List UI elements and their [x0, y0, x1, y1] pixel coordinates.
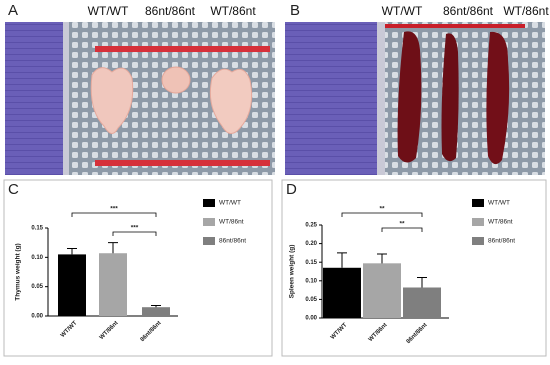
ruler-edge — [377, 22, 385, 175]
photo-caption: 86nt/86nt — [145, 4, 196, 18]
significance-label: *** — [131, 225, 139, 232]
error-bar — [337, 252, 347, 268]
error-bar — [151, 304, 161, 308]
y-axis-label: Spleen weight (g) — [289, 245, 296, 299]
panel-frame — [3, 179, 273, 357]
legend-label: WT/WT — [488, 200, 510, 207]
ruler — [5, 22, 63, 175]
bar — [142, 307, 170, 316]
y-tick-label: 0.05 — [31, 284, 43, 290]
panel-frame — [281, 179, 547, 357]
bar — [99, 253, 127, 316]
significance-bracket — [341, 212, 423, 217]
y-tick-label: 0.15 — [31, 226, 43, 232]
x-tick-label: WT/WT — [60, 320, 79, 339]
x-tick-label: 86nt/86nt — [140, 320, 163, 343]
y-axis-label: Thymus weight (g) — [15, 243, 22, 300]
spleen — [441, 33, 459, 162]
panel-label: D — [286, 181, 297, 198]
x-tick-label: 86nt/86nt — [406, 322, 429, 345]
tape — [95, 46, 270, 52]
significance-bracket — [112, 231, 157, 236]
significance-bracket — [381, 227, 423, 232]
significance-label: ** — [379, 206, 385, 213]
y-tick-label: 0.10 — [305, 278, 317, 284]
bar — [323, 267, 361, 318]
ruler — [285, 22, 377, 175]
spleen — [486, 31, 510, 165]
significance-label: *** — [110, 206, 118, 213]
spleen — [397, 31, 422, 163]
y-tick-label: 0.25 — [305, 223, 317, 229]
bar — [58, 254, 86, 316]
error-bar — [67, 248, 77, 255]
x-tick-label: WT/86nt — [368, 322, 389, 343]
legend-swatch — [472, 218, 484, 226]
panel-label: C — [8, 181, 19, 198]
y-tick-label: 0.15 — [305, 260, 317, 266]
photo-b — [285, 22, 545, 175]
photo-caption: WT/86nt — [210, 4, 256, 18]
x-tick-label: WT/WT — [330, 322, 349, 341]
thymus — [90, 67, 134, 134]
panel-label: A — [8, 2, 18, 19]
significance-bracket — [71, 212, 157, 217]
legend-label: WT/WT — [219, 200, 241, 207]
bar — [363, 263, 401, 318]
ruler-edge — [63, 22, 69, 175]
significance-label: ** — [399, 221, 405, 228]
legend-label: WT/86nt — [488, 219, 513, 226]
photo-caption: WT/WT — [382, 4, 423, 18]
legend-swatch — [472, 237, 484, 245]
y-tick-label: 0.00 — [31, 314, 43, 320]
photo-a — [5, 22, 275, 175]
tape — [385, 24, 525, 28]
error-bar — [417, 276, 427, 288]
legend-swatch — [472, 199, 484, 207]
tape — [95, 160, 270, 166]
legend-label: 86nt/86nt — [488, 238, 515, 245]
photo-caption: WT/86nt — [503, 4, 549, 18]
bar — [403, 287, 441, 318]
y-tick-label: 0.00 — [305, 316, 317, 322]
thymus — [161, 66, 191, 94]
legend-label: WT/86nt — [219, 219, 244, 226]
legend-swatch — [203, 237, 215, 245]
error-bar — [377, 253, 387, 264]
thymus — [209, 68, 253, 134]
y-tick-label: 0.10 — [31, 255, 43, 261]
error-bar — [108, 242, 118, 254]
photo-caption: 86nt/86nt — [443, 4, 494, 18]
photo-caption: WT/WT — [88, 4, 129, 18]
legend-label: 86nt/86nt — [219, 238, 246, 245]
y-tick-label: 0.20 — [305, 241, 317, 247]
x-tick-label: WT/86nt — [99, 320, 120, 341]
panel-label: B — [290, 2, 300, 19]
y-tick-label: 0.05 — [305, 297, 317, 303]
legend-swatch — [203, 199, 215, 207]
legend-swatch — [203, 218, 215, 226]
